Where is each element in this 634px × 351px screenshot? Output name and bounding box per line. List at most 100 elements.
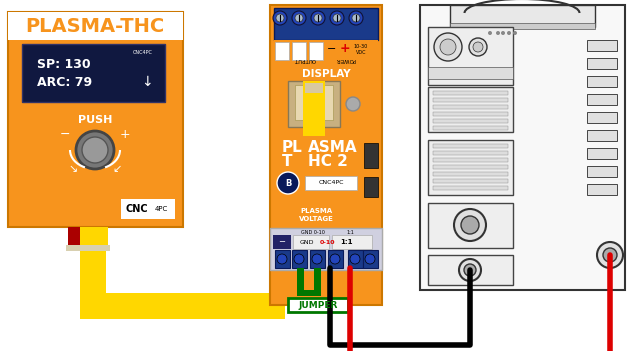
Circle shape [365, 254, 375, 264]
Text: SP: 130: SP: 130 [37, 58, 91, 71]
Circle shape [346, 97, 360, 111]
Circle shape [276, 14, 284, 22]
Bar [274, 8, 378, 40]
Bar [363, 250, 378, 268]
Bar [433, 144, 508, 148]
Bar [273, 235, 291, 249]
Text: CNC4PC: CNC4PC [318, 180, 344, 185]
Circle shape [464, 264, 476, 276]
Bar [428, 27, 513, 85]
Circle shape [273, 11, 287, 25]
Bar [275, 42, 289, 60]
Text: −: − [278, 238, 285, 246]
Circle shape [496, 31, 500, 35]
Bar [433, 165, 508, 169]
Bar [348, 250, 363, 268]
Text: 0-10: 0-10 [320, 239, 335, 245]
Circle shape [314, 14, 322, 22]
Bar [433, 112, 508, 116]
Bar [433, 172, 508, 176]
Circle shape [440, 39, 456, 55]
Bar [275, 250, 290, 268]
Bar [8, 12, 183, 40]
Bar [297, 268, 304, 296]
Bar [314, 268, 321, 296]
Circle shape [330, 11, 344, 25]
Bar [303, 81, 325, 136]
Bar [433, 179, 508, 183]
Bar [428, 140, 513, 195]
Bar [364, 143, 378, 168]
Circle shape [349, 11, 363, 25]
Bar [80, 293, 285, 319]
Circle shape [488, 31, 492, 35]
Text: CNC4PC: CNC4PC [133, 49, 153, 54]
Text: GND 0-10: GND 0-10 [301, 230, 325, 234]
Bar [587, 112, 617, 123]
Bar [310, 250, 325, 268]
Bar [433, 186, 508, 190]
Circle shape [76, 131, 114, 169]
Bar [270, 228, 382, 270]
Text: GND: GND [300, 239, 314, 245]
Circle shape [434, 33, 462, 61]
Bar [121, 199, 175, 219]
Bar [80, 251, 106, 301]
Text: −: − [327, 44, 337, 54]
Bar [364, 177, 378, 197]
Bar [282, 102, 308, 293]
Circle shape [473, 42, 483, 52]
Text: T: T [282, 154, 292, 170]
Text: DISPLAY: DISPLAY [302, 69, 351, 79]
Bar [433, 91, 508, 95]
Circle shape [311, 11, 325, 25]
Bar [587, 76, 617, 87]
Text: PL: PL [282, 139, 303, 154]
Bar [305, 83, 323, 93]
Bar [433, 98, 508, 102]
Bar [68, 227, 80, 245]
Bar [428, 255, 513, 285]
Circle shape [330, 254, 340, 264]
Bar [433, 126, 508, 130]
Text: VDC: VDC [356, 49, 366, 54]
Bar [433, 105, 508, 109]
Text: 4PC: 4PC [155, 206, 168, 212]
Bar [297, 290, 321, 296]
Bar [428, 87, 513, 132]
Circle shape [333, 14, 341, 22]
Text: ASMA: ASMA [308, 139, 358, 154]
Bar [292, 250, 307, 268]
Bar [587, 130, 617, 141]
Circle shape [277, 172, 299, 194]
Bar [293, 235, 329, 249]
Bar [428, 203, 513, 248]
Circle shape [292, 11, 306, 25]
Bar [295, 85, 333, 120]
Text: OUTPUT: OUTPUT [294, 57, 316, 61]
Text: ↘: ↘ [68, 164, 78, 174]
Text: +: + [340, 42, 351, 55]
Bar [274, 40, 378, 68]
Bar [22, 44, 165, 102]
Text: JUMPER: JUMPER [299, 300, 338, 310]
Bar [428, 67, 513, 79]
Bar [587, 184, 617, 195]
Bar [587, 166, 617, 177]
Text: POWER: POWER [335, 57, 355, 61]
Bar [433, 158, 508, 162]
Text: PLASMA-THC: PLASMA-THC [25, 16, 165, 35]
Bar [332, 235, 372, 249]
Text: ↓: ↓ [141, 75, 153, 89]
Bar [433, 119, 508, 123]
Bar [433, 151, 508, 155]
Text: HC 2: HC 2 [308, 154, 348, 170]
Bar [587, 40, 617, 51]
Text: B: B [285, 179, 291, 187]
Circle shape [350, 254, 360, 264]
Text: VOLTAGE: VOLTAGE [299, 216, 333, 222]
Bar [309, 42, 323, 60]
Bar [587, 94, 617, 105]
Bar [420, 5, 625, 290]
Circle shape [454, 209, 486, 241]
